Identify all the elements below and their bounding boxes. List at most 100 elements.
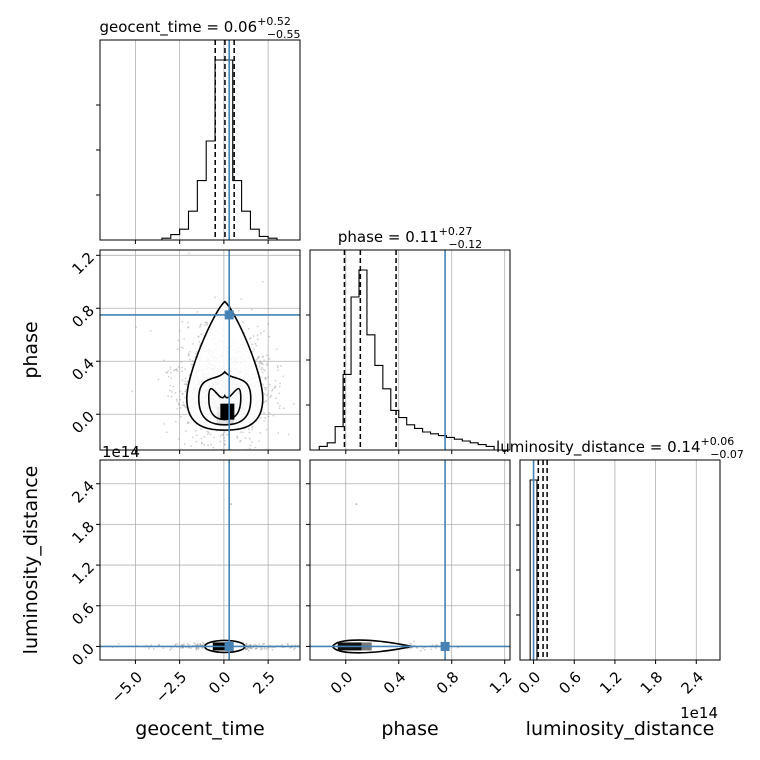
sample-point (169, 384, 172, 387)
sample-point (275, 397, 277, 400)
sample-point (274, 385, 277, 388)
sample-point (223, 436, 225, 439)
sample-point (187, 326, 189, 329)
sample-point (170, 371, 172, 374)
sample-point (274, 379, 277, 382)
sample-point (408, 647, 411, 650)
sample-point (421, 647, 424, 650)
sample-point (189, 350, 191, 353)
sample-point (249, 437, 251, 440)
axes-frame (519, 459, 721, 661)
sample-point (264, 417, 267, 420)
sample-point (177, 437, 180, 440)
sample-point (205, 321, 208, 324)
sample-point (265, 394, 268, 397)
sample-point (430, 648, 432, 651)
sample-point (271, 389, 273, 392)
sample-point (264, 378, 267, 381)
sample-point (187, 353, 190, 356)
panel-content (331, 503, 459, 654)
sample-point (176, 407, 179, 410)
sample-point (224, 439, 226, 442)
sample-point (239, 439, 242, 442)
sample-point (191, 436, 194, 439)
sample-point (187, 354, 190, 357)
sample-point (184, 377, 187, 380)
sample-point (304, 646, 306, 648)
sample-point (434, 647, 437, 649)
y-offset-label: 1e14 (102, 443, 140, 461)
panel-title: luminosity_distance = 0.14+0.06 −0.07 (496, 435, 744, 461)
truth-marker (440, 641, 450, 651)
sample-point (165, 371, 168, 374)
sample-point (247, 327, 250, 330)
sample-point (259, 432, 262, 434)
sample-point (169, 368, 172, 371)
x-axis-label: geocent_time (135, 718, 264, 740)
sample-point (198, 341, 201, 343)
sample-point (219, 440, 222, 443)
sample-point (267, 646, 270, 649)
sample-point (185, 383, 188, 385)
axes-frame (99, 249, 301, 451)
sample-point (223, 430, 226, 433)
x-tick-label: −5.0 (108, 668, 146, 706)
sample-point (147, 647, 150, 650)
sample-point (259, 332, 262, 335)
sample-point (259, 648, 262, 651)
sample-point (186, 421, 189, 423)
sample-point (264, 451, 266, 453)
sample-point (257, 356, 260, 359)
sample-point (278, 405, 281, 407)
sample-point (277, 369, 279, 371)
y-tick-label: 0.8 (68, 302, 98, 332)
sample-point (202, 643, 205, 645)
sample-point (182, 401, 185, 404)
sample-point (174, 643, 177, 646)
histogram-step (153, 59, 286, 240)
sample-point (162, 359, 165, 362)
sample-point (248, 447, 251, 450)
sample-point (423, 648, 426, 651)
sample-point (254, 446, 257, 449)
contour-middle (197, 370, 252, 426)
sample-point (268, 335, 271, 338)
x-tick-label: 1.8 (637, 668, 667, 698)
sample-point (254, 342, 257, 345)
sample-point (170, 395, 173, 398)
x-tick-label: 0.4 (380, 668, 410, 698)
x-tick-label: 0.0 (327, 668, 357, 698)
sample-point (255, 344, 258, 347)
axes-frame (309, 459, 511, 661)
sample-point (265, 428, 268, 431)
sample-point (194, 643, 197, 646)
sample-point (313, 644, 315, 646)
sample-point (245, 642, 248, 645)
sample-point (179, 390, 182, 393)
sample-point (197, 336, 200, 339)
sample-point (173, 369, 175, 372)
sample-point (184, 390, 187, 393)
y-tick-label: 2.4 (68, 477, 98, 507)
sample-point (250, 308, 253, 311)
sample-point (188, 252, 191, 255)
sample-point (224, 443, 226, 446)
sample-point (278, 392, 281, 395)
sample-point (170, 391, 173, 393)
sample-point (179, 647, 182, 650)
sample-point (282, 407, 285, 410)
y-axis-label: luminosity_distance (20, 466, 42, 655)
sample-point (157, 378, 160, 381)
sample-point (175, 368, 178, 371)
sample-point (261, 366, 264, 369)
sample-point (263, 330, 265, 333)
histogram-phase: phase = 0.11+0.27 −0.12 (306, 225, 511, 454)
sample-point (251, 452, 253, 454)
sample-point (263, 647, 266, 650)
sample-point (264, 376, 267, 379)
sample-point (221, 464, 223, 466)
sample-point (195, 430, 197, 432)
sample-point (167, 375, 170, 378)
sample-point (223, 443, 226, 445)
sample-point (262, 355, 265, 358)
